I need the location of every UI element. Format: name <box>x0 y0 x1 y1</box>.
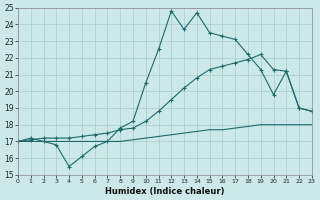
X-axis label: Humidex (Indice chaleur): Humidex (Indice chaleur) <box>105 187 225 196</box>
